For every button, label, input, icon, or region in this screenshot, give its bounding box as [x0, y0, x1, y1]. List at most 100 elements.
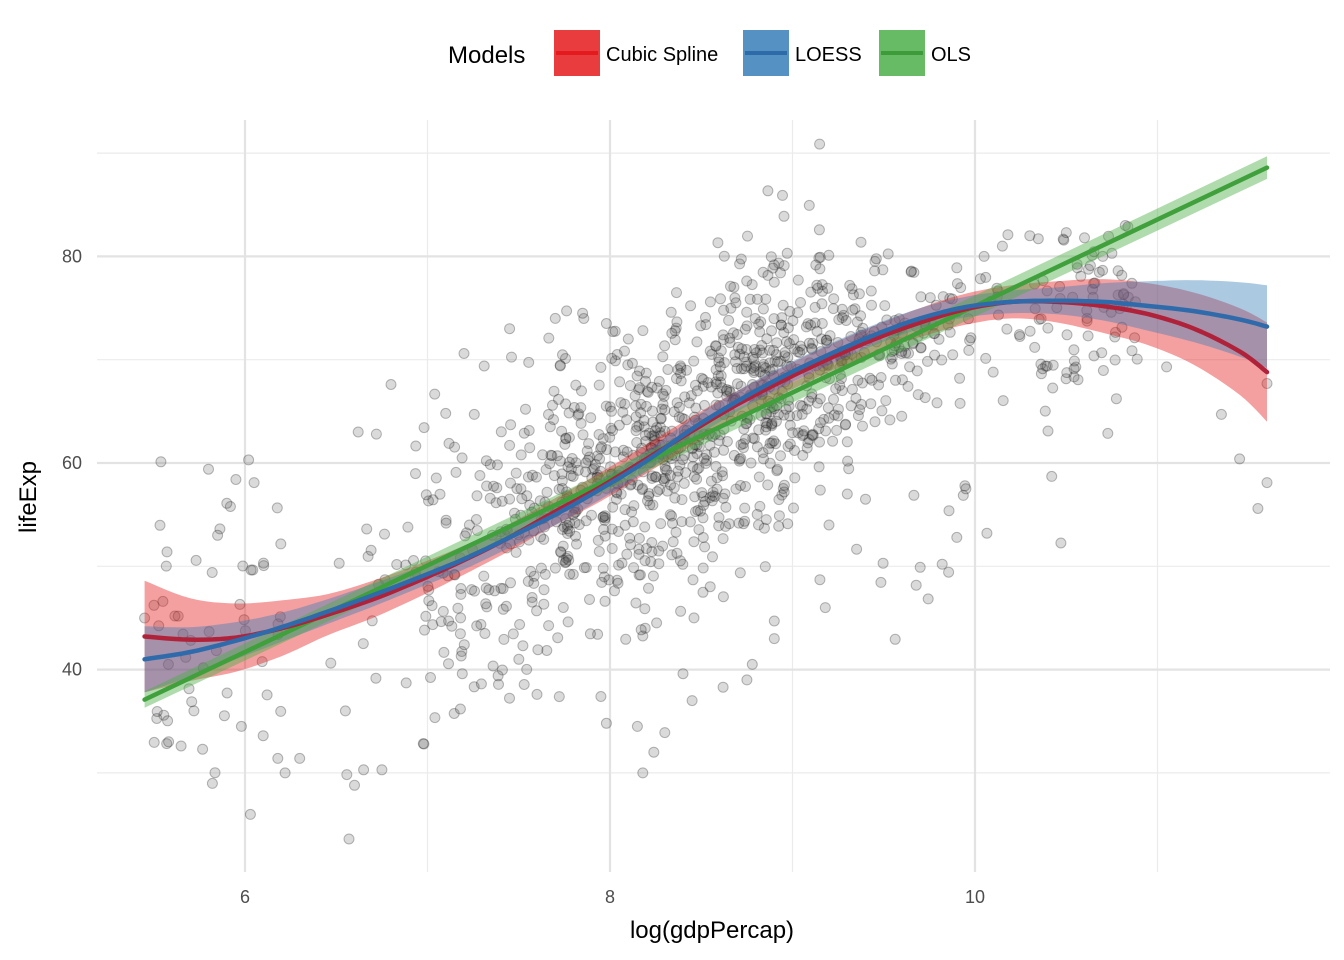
scatter-point	[683, 397, 695, 409]
y-tick-label: 60	[62, 453, 82, 473]
scatter-point	[741, 417, 753, 429]
scatter-point	[631, 437, 643, 448]
scatter-point	[697, 532, 709, 543]
scatter-point	[630, 425, 642, 437]
scatter-point	[636, 442, 648, 454]
scatter-point	[707, 551, 718, 563]
scatter-point	[544, 421, 556, 433]
scatter-point	[728, 281, 740, 293]
scatter-point	[523, 534, 535, 546]
scatter-point	[235, 720, 247, 732]
scatter-point	[257, 730, 269, 742]
scatter-point	[836, 385, 848, 397]
scatter-point	[844, 279, 856, 291]
scatter-point	[812, 282, 824, 294]
y-axis-title: lifeExp	[15, 461, 42, 533]
scatter-point	[757, 369, 769, 381]
scatter-point	[410, 440, 422, 452]
scatter-point	[601, 444, 613, 456]
scatter-point	[634, 382, 646, 394]
scatter-point	[760, 424, 772, 436]
scatter-point	[561, 486, 573, 498]
scatter-point	[671, 397, 683, 409]
scatter-point	[597, 433, 609, 445]
scatter-point	[230, 474, 242, 485]
scatter-point	[742, 230, 753, 242]
scatter-point	[767, 262, 779, 274]
scatter-point	[840, 315, 852, 326]
scatter-point	[596, 441, 607, 453]
scatter-point	[713, 356, 725, 368]
scatter-point	[459, 530, 471, 542]
scatter-point	[339, 705, 351, 717]
scatter-point	[551, 450, 563, 462]
scatter-point	[358, 764, 370, 776]
scatter-point	[789, 472, 801, 484]
scatter-point	[832, 337, 844, 348]
scatter-point	[1037, 363, 1049, 375]
scatter-point	[771, 337, 783, 349]
scatter-point	[797, 400, 808, 412]
scatter-point	[666, 425, 678, 437]
scatter-point	[701, 449, 713, 461]
scatter-point	[612, 577, 624, 589]
model-lines	[142, 165, 1270, 702]
scatter-point	[633, 420, 645, 432]
scatter-point	[1024, 325, 1036, 337]
scatter-point	[455, 650, 467, 662]
scatter-point	[904, 361, 916, 373]
scatter-point	[1131, 353, 1143, 365]
scatter-point	[714, 429, 726, 441]
scatter-point	[515, 449, 527, 461]
scatter-point	[757, 266, 769, 278]
scatter-point	[1126, 277, 1138, 289]
scatter-point	[561, 305, 573, 317]
scatter-point	[1041, 285, 1053, 297]
scatter-point	[717, 533, 729, 545]
scatter-point	[704, 492, 716, 503]
scatter-point	[598, 571, 610, 583]
scatter-point	[877, 264, 889, 276]
scatter-point	[688, 612, 700, 624]
scatter-point	[513, 536, 525, 548]
scatter-point	[555, 546, 567, 558]
scatter-point	[624, 532, 636, 544]
scatter-point	[761, 408, 773, 420]
scatter-point	[480, 598, 492, 610]
scatter-point	[563, 407, 575, 419]
scatter-point	[1097, 365, 1109, 376]
scatter-point	[1082, 330, 1094, 342]
scatter-point	[1061, 329, 1073, 341]
scatter-point	[766, 418, 777, 430]
scatter-point	[753, 318, 765, 330]
scatter-point	[557, 349, 568, 361]
scatter-point	[770, 415, 782, 427]
scatter-point	[562, 461, 574, 473]
scatter-point	[936, 354, 948, 366]
scatter-point	[766, 325, 777, 337]
scatter-point	[964, 334, 976, 346]
scatter-point	[158, 709, 170, 721]
scatter-point	[782, 352, 794, 363]
scatter-point	[705, 381, 717, 393]
scatter-point	[721, 390, 733, 402]
scatter-point	[806, 342, 817, 354]
scatter-point	[791, 410, 803, 422]
scatter-point	[922, 355, 933, 367]
scatter-point	[851, 316, 863, 328]
scatter-point	[646, 470, 658, 482]
scatter-point	[504, 493, 516, 505]
scatter-point	[724, 337, 736, 349]
scatter-point	[594, 453, 606, 465]
scatter-point	[943, 505, 955, 517]
scatter-point	[588, 463, 600, 475]
scatter-point	[492, 670, 504, 682]
scatter-point	[1083, 263, 1094, 275]
scatter-point	[757, 303, 769, 315]
scatter-point	[655, 413, 667, 425]
scatter-point	[573, 408, 585, 420]
scatter-point	[1118, 288, 1130, 300]
scatter-point	[628, 500, 640, 512]
scatter-point	[357, 638, 369, 650]
scatter-point	[657, 473, 669, 485]
